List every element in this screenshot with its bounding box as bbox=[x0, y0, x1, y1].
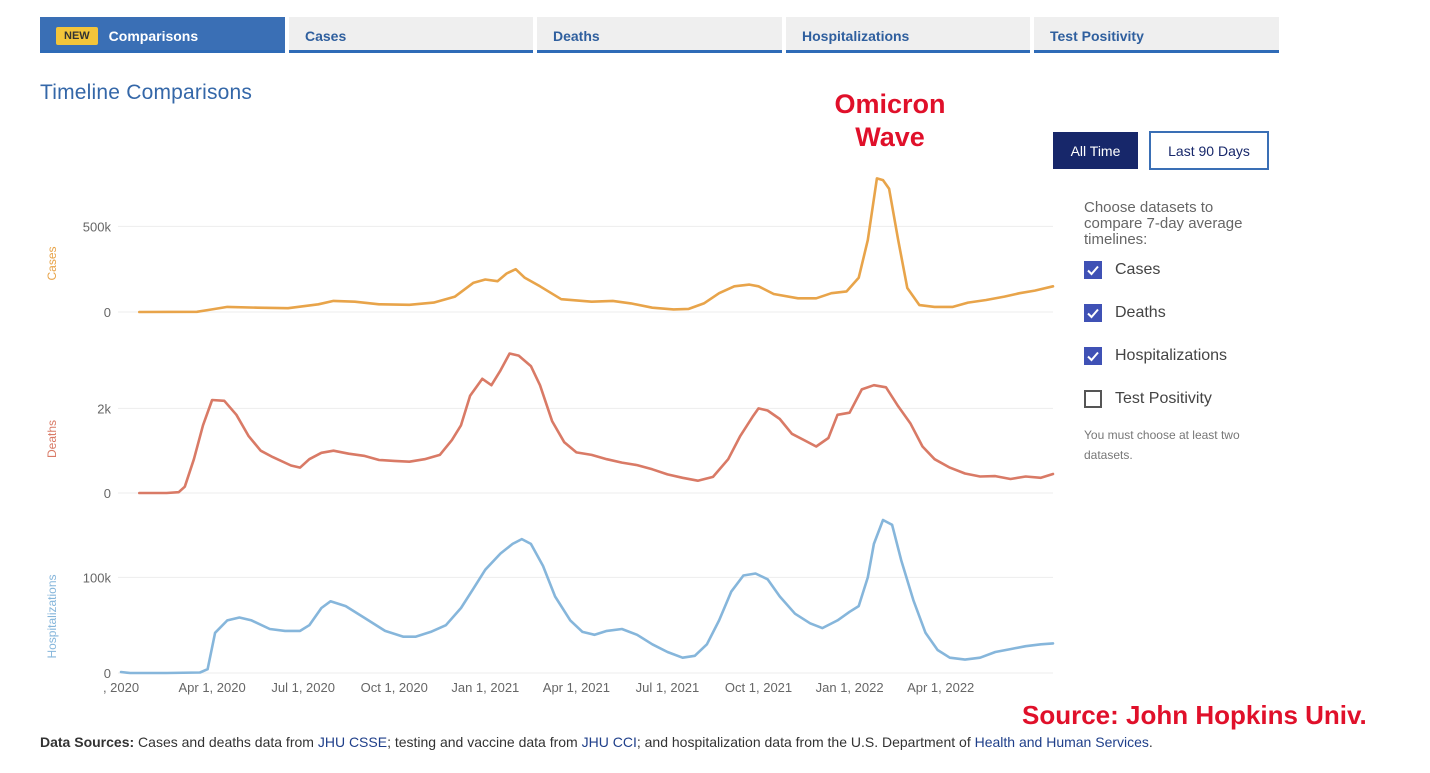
y-tick-label: 100k bbox=[83, 570, 112, 585]
tab-deaths[interactable]: Deaths bbox=[537, 17, 782, 53]
option-label: Cases bbox=[1115, 261, 1161, 278]
tab-label: Hospitalizations bbox=[802, 27, 910, 44]
option-label: Deaths bbox=[1115, 304, 1166, 321]
page-title: Timeline Comparisons bbox=[40, 81, 253, 104]
option-label: Test Positivity bbox=[1115, 390, 1212, 407]
y-axis-label-hospitalizations: Hospitalizations bbox=[45, 574, 59, 658]
last-90-days-button[interactable]: Last 90 Days bbox=[1149, 131, 1269, 170]
y-tick-label: 0 bbox=[104, 305, 111, 320]
y-axis-label-cases: Cases bbox=[45, 246, 59, 280]
checkbox-deaths[interactable] bbox=[1084, 304, 1102, 322]
check-icon bbox=[1087, 265, 1099, 276]
x-tick-label: Oct 1, 2021 bbox=[725, 680, 792, 695]
x-tick-label: Apr 1, 2020 bbox=[178, 680, 245, 695]
all-time-button[interactable]: All Time bbox=[1053, 132, 1138, 169]
dataset-option-deaths[interactable]: Deaths bbox=[1084, 304, 1166, 322]
hhs-link[interactable]: Health and Human Services bbox=[974, 734, 1149, 750]
check-icon bbox=[1087, 308, 1099, 319]
checkbox-hospitalizations[interactable] bbox=[1084, 347, 1102, 365]
footer-text: . bbox=[1148, 734, 1153, 750]
tab-label: Cases bbox=[305, 27, 347, 44]
option-label: Hospitalizations bbox=[1115, 347, 1228, 364]
dataset-panel-note: You must choose at least two datasets. bbox=[1084, 428, 1240, 462]
x-tick-label: Apr 1, 2021 bbox=[543, 680, 610, 695]
tab-test-positivity[interactable]: Test Positivity bbox=[1034, 17, 1279, 53]
tab-bar: NEW Comparisons Cases Deaths Hospitaliza… bbox=[40, 17, 1279, 53]
checkbox-cases[interactable] bbox=[1084, 261, 1102, 279]
x-tick-label: Oct 1, 2020 bbox=[361, 680, 428, 695]
tab-cases[interactable]: Cases bbox=[289, 17, 533, 53]
new-badge: NEW bbox=[56, 26, 98, 45]
y-tick-label: 0 bbox=[104, 666, 111, 681]
checkbox-test-positivity[interactable] bbox=[1084, 390, 1102, 408]
jhu-cci-link[interactable]: JHU CCI bbox=[581, 734, 637, 750]
x-tick-label: Jan 1, 2022 bbox=[816, 680, 884, 695]
x-tick-label: Jul 1, 2020 bbox=[271, 680, 335, 695]
y-tick-label: 0 bbox=[104, 486, 111, 501]
jhu-csse-link[interactable]: JHU CSSE bbox=[317, 734, 388, 750]
footer-text: ; and hospitalization data from the U.S.… bbox=[636, 734, 975, 750]
footer-label: Data Sources: bbox=[40, 734, 135, 750]
omicron-annotation: Omicron Wave bbox=[800, 88, 980, 154]
x-tick-label: , 2020 bbox=[103, 680, 139, 695]
tab-comparisons[interactable]: NEW Comparisons bbox=[40, 17, 285, 53]
dataset-option-test-positivity[interactable]: Test Positivity bbox=[1084, 390, 1212, 408]
y-tick-label: 2k bbox=[97, 401, 111, 416]
check-icon bbox=[1087, 351, 1099, 362]
series-line-hospitalizations bbox=[119, 518, 1055, 675]
dataset-panel: Choose datasets to compare 7-day average… bbox=[1084, 199, 1274, 462]
annotation-line-2: Wave bbox=[855, 122, 925, 152]
annotation-line-1: Omicron bbox=[834, 89, 946, 119]
tab-label: Test Positivity bbox=[1050, 27, 1144, 44]
tab-hospitalizations[interactable]: Hospitalizations bbox=[786, 17, 1030, 53]
x-tick-label: Jul 1, 2021 bbox=[636, 680, 700, 695]
dataset-option-hospitalizations[interactable]: Hospitalizations bbox=[1084, 347, 1227, 365]
tab-label: Deaths bbox=[553, 27, 600, 44]
source-annotation: Source: John Hopkins Univ. bbox=[1022, 700, 1367, 730]
dataset-option-cases[interactable]: Cases bbox=[1084, 261, 1160, 279]
series-line-cases bbox=[138, 177, 1055, 314]
footer-text: Cases and deaths data from bbox=[134, 734, 318, 750]
data-sources-footer: Data Sources: Cases and deaths data from… bbox=[40, 734, 1153, 750]
x-tick-label: Apr 1, 2022 bbox=[907, 680, 974, 695]
dataset-panel-intro: Choose datasets to compare 7-day average… bbox=[1084, 199, 1243, 248]
y-tick-label: 500k bbox=[83, 219, 112, 234]
y-axis-label-deaths: Deaths bbox=[45, 420, 59, 458]
series-line-deaths bbox=[138, 352, 1055, 495]
footer-text: ; testing and vaccine data from bbox=[387, 734, 582, 750]
tab-label: Comparisons bbox=[108, 27, 199, 44]
x-tick-label: Jan 1, 2021 bbox=[451, 680, 519, 695]
